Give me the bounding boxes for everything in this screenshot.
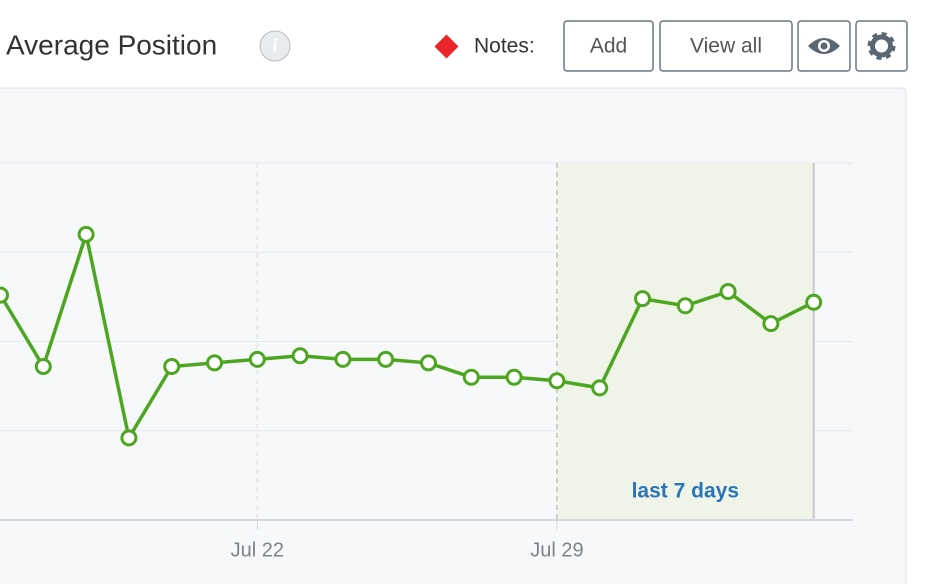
- view-all-button-label[interactable]: View all: [690, 35, 762, 58]
- view-all-button[interactable]: [659, 20, 793, 72]
- data-point: [548, 372, 566, 390]
- data-point: [77, 225, 95, 243]
- data-point: [291, 347, 309, 365]
- data-point: [120, 429, 138, 447]
- x-tick-label: Jul 29: [530, 539, 583, 561]
- data-point: [334, 350, 352, 368]
- info-icon[interactable]: i: [259, 30, 291, 62]
- data-point: [462, 368, 480, 386]
- data-point: [248, 350, 266, 368]
- data-point: [762, 315, 780, 333]
- add-button[interactable]: [563, 20, 654, 72]
- data-point: [591, 379, 609, 397]
- highlight-region: [556, 163, 814, 520]
- eye-button[interactable]: [797, 20, 851, 72]
- data-point: [34, 357, 52, 375]
- data-point: [420, 354, 437, 372]
- data-point: [206, 354, 223, 372]
- widget-title: Average Position: [6, 29, 217, 60]
- data-point: [0, 286, 9, 304]
- data-point: [634, 290, 651, 308]
- data-point: [805, 293, 823, 311]
- notes-label: Notes:: [474, 35, 535, 58]
- data-point: [719, 283, 737, 301]
- add-button-label[interactable]: Add: [590, 35, 627, 58]
- svg-text:i: i: [272, 35, 277, 55]
- x-tick-label: Jul 22: [231, 539, 284, 561]
- annotation: last 7 days: [632, 480, 739, 503]
- data-point: [377, 350, 395, 368]
- data-point: [505, 368, 523, 386]
- settings-button[interactable]: [855, 20, 908, 72]
- plot: last 7 days Jul 22 Jul 29: [0, 162, 853, 561]
- notes-marker: [434, 34, 459, 59]
- data-point: [676, 297, 694, 315]
- data-point: [163, 357, 181, 375]
